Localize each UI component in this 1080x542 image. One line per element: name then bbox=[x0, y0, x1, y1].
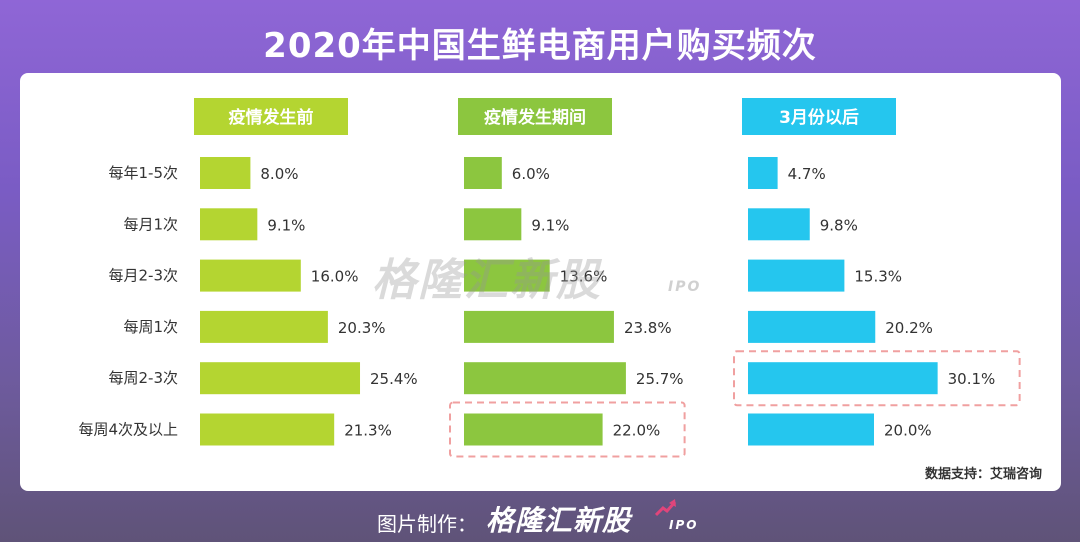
series-header-0: 疫情发生前 bbox=[229, 107, 314, 128]
bar-1-1 bbox=[464, 208, 522, 241]
data-label-1-3: 23.8% bbox=[624, 319, 672, 337]
data-label-1-1: 9.1% bbox=[531, 216, 569, 234]
bar-0-3 bbox=[200, 310, 328, 343]
bar-2-0 bbox=[748, 157, 778, 189]
bar-2-1 bbox=[748, 208, 810, 241]
series-header-1: 疫情发生期间 bbox=[484, 107, 586, 128]
bar-2-4 bbox=[748, 362, 938, 395]
category-label-3: 每周1次 bbox=[123, 318, 178, 336]
bar-0-1 bbox=[200, 208, 258, 241]
bar-2-5 bbox=[748, 413, 874, 446]
data-label-2-4: 30.1% bbox=[948, 370, 996, 388]
category-label-1: 每月1次 bbox=[123, 215, 178, 233]
bar-0-4 bbox=[200, 362, 361, 395]
bar-0-5 bbox=[200, 413, 335, 446]
data-label-0-5: 21.3% bbox=[344, 422, 392, 440]
category-label-2: 每月2-3次 bbox=[109, 267, 179, 285]
series-header-bg-1 bbox=[458, 98, 612, 135]
series-header-bg-2 bbox=[742, 98, 896, 135]
footer-ipo: IPO bbox=[669, 518, 699, 532]
source-note: 数据支持：艾瑞咨询 bbox=[924, 467, 1042, 482]
data-label-2-0: 4.7% bbox=[788, 165, 826, 183]
footer-credit: 图片制作： bbox=[377, 512, 477, 536]
data-label-0-0: 8.0% bbox=[260, 165, 298, 183]
data-label-0-2: 16.0% bbox=[311, 268, 359, 286]
data-label-2-2: 15.3% bbox=[854, 268, 902, 286]
bar-2-2 bbox=[748, 259, 845, 292]
data-label-1-5: 22.0% bbox=[613, 422, 661, 440]
category-label-0: 每年1-5次 bbox=[109, 164, 179, 182]
bar-1-5 bbox=[464, 413, 603, 446]
data-label-1-4: 25.7% bbox=[636, 370, 684, 388]
bar-1-3 bbox=[464, 310, 614, 343]
data-label-2-1: 9.8% bbox=[820, 216, 858, 234]
data-label-0-1: 9.1% bbox=[267, 216, 305, 234]
category-label-5: 每周4次及以上 bbox=[78, 421, 178, 439]
bar-0-0 bbox=[200, 157, 251, 189]
data-label-1-2: 13.6% bbox=[560, 268, 608, 286]
series-header-bg-0 bbox=[194, 98, 348, 135]
bar-1-2 bbox=[464, 259, 550, 292]
watermark-text: 格隆汇新股 bbox=[372, 255, 602, 306]
data-label-2-3: 20.2% bbox=[885, 319, 933, 337]
bar-2-3 bbox=[748, 310, 876, 343]
chart-panel: 每年1-5次每月1次每月2-3次每周1次每周2-3次每周4次及以上 疫情发生前 8.… bbox=[20, 73, 1061, 491]
trend-arrow-icon bbox=[655, 499, 677, 517]
footer-logo: 格隆汇新股 bbox=[486, 504, 632, 537]
bar-1-4 bbox=[464, 362, 626, 395]
bar-0-2 bbox=[200, 259, 301, 292]
data-label-0-4: 25.4% bbox=[370, 370, 418, 388]
watermark-ipo: IPO bbox=[668, 279, 702, 295]
series-header-2: 3月份以后 bbox=[779, 107, 859, 128]
highlight-box-1 bbox=[449, 401, 686, 458]
data-label-2-5: 20.0% bbox=[884, 422, 932, 440]
data-label-0-3: 20.3% bbox=[338, 319, 386, 337]
category-label-4: 每周2-3次 bbox=[109, 369, 179, 387]
data-label-1-0: 6.0% bbox=[512, 165, 550, 183]
chart-title: 2020年中国生鲜电商用户购买频次 bbox=[263, 26, 817, 66]
bar-1-0 bbox=[464, 157, 502, 189]
